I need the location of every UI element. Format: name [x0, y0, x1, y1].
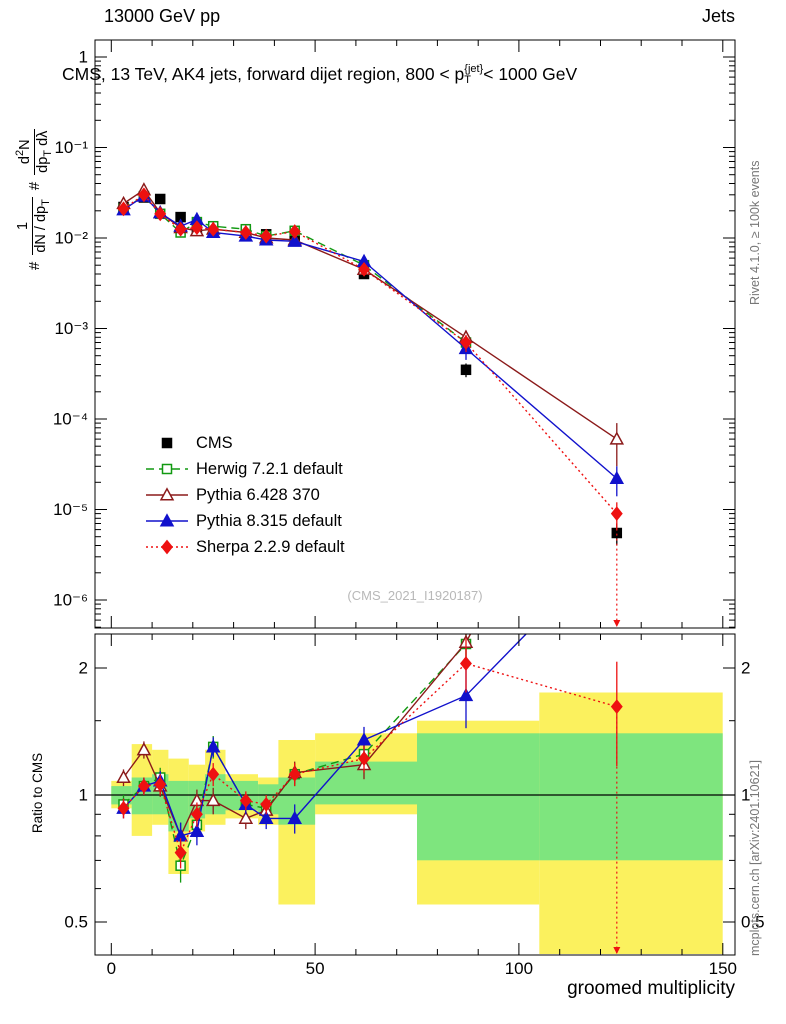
- beam-energy-label: 13000 GeV pp: [104, 6, 221, 26]
- mcplots-reference-label: mcplots.cern.ch [arXiv:2401.10621]: [748, 760, 762, 956]
- svg-text:0.5: 0.5: [741, 913, 765, 932]
- svg-text:0.5: 0.5: [64, 913, 88, 932]
- legend: CMS Herwig 7.2.1 default Pythia 6.428 370 P…: [146, 434, 345, 556]
- tick-labels: 1 10⁻¹ 10⁻² 10⁻³ 10⁻⁴ 10⁻⁵ 10⁻⁶ 0.5 0.5 1 1 2 2 0 50 10…: [53, 48, 765, 979]
- svg-text:2: 2: [741, 659, 750, 678]
- svg-text:1: 1: [79, 786, 88, 805]
- legend-label: Pythia 8.315 default: [196, 512, 342, 530]
- svg-text:10⁻⁶: 10⁻⁶: [53, 591, 88, 610]
- legend-label: Herwig 7.2.1 default: [196, 460, 343, 478]
- ratio-band-green: [111, 733, 723, 861]
- x-axis-label: groomed multiplicity: [567, 978, 735, 999]
- svg-text:1: 1: [741, 786, 750, 805]
- legend-label: CMS: [196, 434, 233, 452]
- svg-text:0: 0: [107, 959, 116, 978]
- rivet-version-label: Rivet 4.1.0, ≥ 100k events: [748, 160, 762, 305]
- analysis-id-watermark: (CMS_2021_I1920187): [347, 588, 483, 603]
- svg-text:10⁻²: 10⁻²: [54, 229, 88, 248]
- legend-label: Sherpa 2.2.9 default: [196, 538, 345, 556]
- svg-text:10⁻⁵: 10⁻⁵: [53, 500, 88, 519]
- svg-text:2: 2: [79, 659, 88, 678]
- hash-symbol: #: [25, 181, 43, 191]
- plot-title: CMS, 13 TeV, AK4 jets, forward dijet reg…: [62, 63, 578, 87]
- series-cms: [118, 192, 623, 546]
- fraction-normalization: 1 dN / dpT: [15, 197, 52, 255]
- svg-text:1: 1: [79, 48, 88, 67]
- svg-text:10⁻³: 10⁻³: [54, 319, 88, 338]
- legend-label: Pythia 6.428 370: [196, 486, 320, 504]
- svg-text:100: 100: [505, 959, 533, 978]
- series-sherpa: [117, 187, 623, 627]
- series-herwig: [118, 190, 472, 352]
- hash-symbol: #: [25, 261, 43, 270]
- ratio-axis-label: Ratio to CMS: [30, 752, 45, 834]
- svg-text:50: 50: [306, 959, 325, 978]
- axes-ticks: [95, 40, 735, 955]
- svg-text:150: 150: [709, 959, 737, 978]
- svg-text:10⁻⁴: 10⁻⁴: [53, 410, 88, 429]
- y-axis-label: # 1 dN / dpT # d2N dpT dλ: [14, 25, 54, 270]
- fraction-observable: d2N dpT dλ: [14, 128, 54, 175]
- main-frame: [94, 39, 736, 629]
- series-sherpa: [117, 638, 623, 954]
- analysis-group-label: Jets: [701, 6, 735, 26]
- svg-text:10⁻¹: 10⁻¹: [54, 138, 88, 157]
